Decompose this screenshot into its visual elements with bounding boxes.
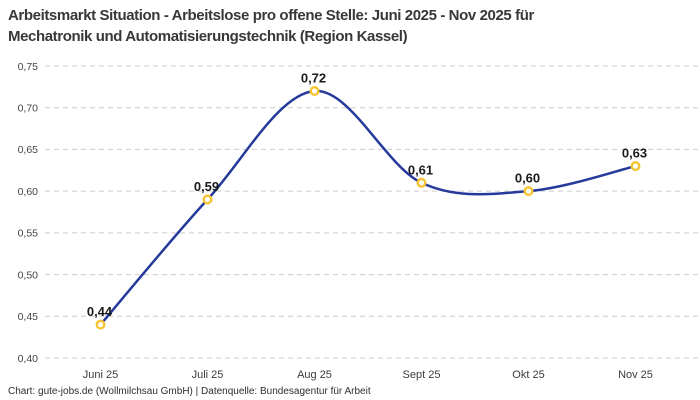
data-point-marker[interactable] [95,319,106,330]
data-point-label: 0,59 [194,179,219,194]
data-point-marker[interactable] [202,194,213,205]
y-axis-tick-label: 0,50 [18,269,39,281]
data-point-marker[interactable] [523,186,534,197]
data-point-marker[interactable] [309,85,320,96]
chart-title-line1: Arbeitsmarkt Situation - Arbeitslose pro… [8,7,534,24]
line-series [99,89,637,326]
data-point-label: 0,60 [515,171,540,186]
chart-credit: Chart: gute-jobs.de (Wollmilchsau GmbH) … [8,386,371,397]
data-point-marker[interactable] [630,161,641,172]
y-axis-tick-label: 0,45 [18,311,39,323]
x-axis-tick-label: Okt 25 [512,369,544,381]
x-axis-tick-label: Juli 25 [192,369,224,381]
data-point-label: 0,44 [87,304,113,319]
data-point-label: 0,63 [622,146,647,161]
chart-title-line2: Mechatronik und Automatisierungstechnik … [8,28,408,45]
y-axis-tick-label: 0,55 [18,228,39,240]
x-axis-tick-label: Aug 25 [297,369,332,381]
chart-title: Arbeitsmarkt Situation - Arbeitslose pro… [8,5,534,47]
x-axis-tick-label: Nov 25 [618,369,653,381]
x-axis-tick-label: Sept 25 [403,369,441,381]
y-axis-tick-label: 0,70 [18,103,39,115]
data-point-marker[interactable] [416,177,427,188]
data-point-label: 0,72 [301,71,326,86]
data-point-label: 0,61 [408,162,433,177]
y-axis-tick-label: 0,65 [18,144,39,156]
y-axis-tick-label: 0,75 [18,61,39,73]
x-axis-tick-label: Juni 25 [83,369,118,381]
y-axis-tick-label: 0,40 [18,353,39,365]
y-axis-tick-label: 0,60 [18,186,39,198]
